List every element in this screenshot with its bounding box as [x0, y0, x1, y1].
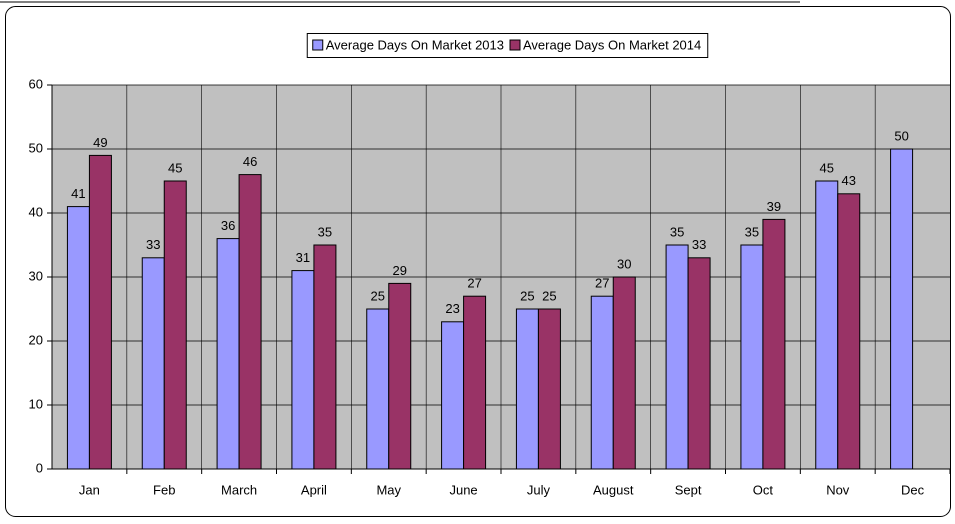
bar	[665, 244, 689, 470]
bar	[313, 244, 337, 470]
bar	[815, 180, 839, 470]
value-label: 46	[243, 154, 257, 169]
bar	[537, 308, 561, 470]
value-label: 33	[146, 237, 160, 252]
x-tick-label: August	[593, 482, 634, 497]
x-tick-label: June	[449, 482, 477, 497]
bar	[441, 321, 465, 470]
bar	[463, 295, 487, 470]
bar	[216, 238, 240, 470]
y-tick-label: 40	[29, 204, 43, 219]
legend-swatch	[509, 39, 521, 51]
value-label: 25	[371, 288, 385, 303]
bar	[291, 270, 315, 470]
value-label: 50	[894, 128, 908, 143]
bar	[890, 148, 914, 470]
x-tick-label: Sept	[675, 482, 702, 497]
y-tick-label: 20	[29, 332, 43, 347]
bar	[762, 218, 786, 470]
x-tick-label: Oct	[753, 482, 774, 497]
value-label: 45	[168, 160, 182, 175]
value-label: 41	[71, 186, 85, 201]
value-label: 33	[692, 237, 706, 252]
value-label: 31	[296, 250, 310, 265]
x-tick-label: May	[376, 482, 401, 497]
y-tick-label: 60	[29, 76, 43, 91]
value-label: 30	[617, 256, 631, 271]
value-label: 35	[670, 224, 684, 239]
value-label: 43	[842, 173, 856, 188]
y-tick-label: 50	[29, 140, 43, 155]
x-tick-label: Jan	[79, 482, 100, 497]
x-tick-label: April	[301, 482, 327, 497]
legend-swatch	[312, 39, 324, 51]
value-label: 35	[318, 224, 332, 239]
legend-label: Average Days On Market 2013	[326, 37, 504, 52]
value-label: 39	[767, 199, 781, 214]
bar	[612, 276, 636, 470]
value-label: 27	[595, 276, 609, 291]
y-tick-label: 10	[29, 396, 43, 411]
bar	[388, 282, 412, 470]
x-tick-label: Feb	[153, 482, 175, 497]
bar	[366, 308, 390, 470]
value-label: 25	[520, 288, 534, 303]
value-label: 45	[820, 160, 834, 175]
value-label: 49	[93, 135, 107, 150]
x-tick-label: March	[221, 482, 257, 497]
bar	[687, 257, 711, 470]
value-label: 25	[542, 288, 556, 303]
bar	[141, 257, 165, 470]
legend-box	[306, 33, 709, 58]
value-label: 29	[393, 263, 407, 278]
bar	[590, 295, 614, 470]
x-tick-label: Nov	[826, 482, 850, 497]
y-tick-label: 30	[29, 268, 43, 283]
value-label: 27	[467, 276, 481, 291]
value-label: 35	[745, 224, 759, 239]
bar	[238, 174, 262, 470]
bar	[163, 180, 187, 470]
value-label: 23	[445, 301, 459, 316]
x-tick-label: Dec	[901, 482, 925, 497]
bar	[66, 206, 90, 470]
legend-label: Average Days On Market 2014	[523, 37, 701, 52]
y-tick-label: 0	[36, 460, 43, 475]
bar	[515, 308, 539, 470]
bar	[837, 193, 861, 470]
bar	[740, 244, 764, 470]
x-tick-label: July	[527, 482, 551, 497]
value-label: 36	[221, 218, 235, 233]
bar	[88, 154, 112, 470]
